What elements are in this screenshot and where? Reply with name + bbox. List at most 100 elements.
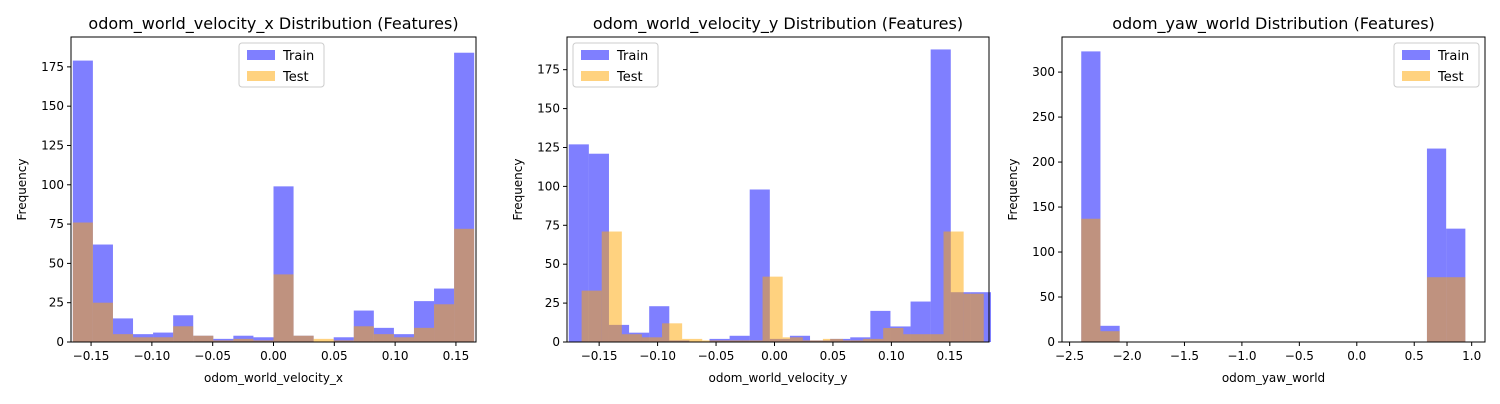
x-tick-label: −0.15 bbox=[73, 349, 110, 363]
x-tick-label: −2.5 bbox=[1055, 349, 1084, 363]
y-tick-label: 50 bbox=[1040, 290, 1055, 304]
bar-train-8 bbox=[729, 335, 750, 342]
y-tick-label: 300 bbox=[1032, 65, 1055, 79]
x-axis-label: odom_yaw_world bbox=[1222, 371, 1325, 385]
bar-test-13 bbox=[333, 340, 354, 342]
legend-label-train: Train bbox=[616, 49, 648, 64]
y-tick-label: 50 bbox=[545, 257, 560, 271]
x-tick-label: −0.10 bbox=[639, 349, 676, 363]
x-tick-label: 0.15 bbox=[936, 349, 963, 363]
bar-test-12 bbox=[822, 338, 843, 342]
x-tick-label: 0.05 bbox=[321, 349, 348, 363]
y-tick-label: 0 bbox=[56, 335, 64, 349]
bar-test-4 bbox=[662, 323, 683, 342]
legend-swatch-train bbox=[581, 50, 609, 60]
bar-test-4 bbox=[153, 337, 174, 342]
bar-test-5 bbox=[173, 326, 194, 342]
y-axis-label: Frequency bbox=[15, 159, 29, 221]
bar-test-13 bbox=[843, 340, 864, 342]
bar-test-0 bbox=[581, 290, 602, 342]
x-tick-label: 0.00 bbox=[761, 349, 788, 363]
y-tick-label: 75 bbox=[49, 217, 64, 231]
bar-test-1 bbox=[601, 231, 622, 342]
legend-label-train: Train bbox=[1437, 49, 1469, 64]
bar-train-8 bbox=[233, 335, 254, 342]
bar-train-13 bbox=[333, 337, 354, 342]
legend-swatch-test bbox=[1402, 71, 1430, 81]
chart-panel-3: −2.5 −2.0 −1.5 −1.0 −0.5 0.0 0.5 1.0 0 50 100 150 20… bbox=[1006, 14, 1486, 385]
chart-title: odom_world_velocity_y Distribution (Feat… bbox=[593, 14, 963, 34]
legend: Train Test bbox=[572, 42, 659, 88]
y-tick-label: 150 bbox=[1032, 200, 1055, 214]
bar-test-2 bbox=[1426, 277, 1447, 342]
x-tick-label: −0.15 bbox=[581, 349, 618, 363]
x-tick-label: −1.0 bbox=[1227, 349, 1256, 363]
x-tick-label: −1.5 bbox=[1170, 349, 1199, 363]
bar-train-9 bbox=[253, 337, 274, 342]
plot-frame bbox=[566, 36, 990, 343]
bar-test-14 bbox=[353, 326, 374, 342]
legend-label-test: Test bbox=[282, 70, 309, 85]
bar-test-9 bbox=[762, 276, 783, 342]
bar-test-0 bbox=[1081, 218, 1101, 342]
y-tick-label: 125 bbox=[41, 138, 64, 152]
x-tick-label: −2.0 bbox=[1112, 349, 1141, 363]
bar-test-6 bbox=[702, 340, 723, 342]
series-test bbox=[1081, 218, 1466, 342]
x-tick-label: −0.05 bbox=[698, 349, 735, 363]
bar-test-2 bbox=[112, 334, 134, 342]
y-tick-label: 50 bbox=[49, 256, 64, 270]
y-tick-label: 25 bbox=[545, 296, 560, 310]
bar-test-5 bbox=[682, 338, 703, 342]
x-axis-label: odom_world_velocity_y bbox=[708, 371, 847, 385]
legend-swatch-test bbox=[581, 71, 609, 81]
bar-test-8 bbox=[233, 338, 254, 342]
x-tick-label: 0.00 bbox=[260, 349, 287, 363]
bar-test-19 bbox=[454, 228, 475, 342]
y-tick-label: 125 bbox=[537, 140, 560, 154]
legend-label-test: Test bbox=[616, 70, 643, 85]
bar-test-10 bbox=[273, 274, 294, 342]
y-tick-label: 175 bbox=[537, 63, 560, 77]
bar-test-17 bbox=[413, 327, 435, 342]
x-tick-label: 0.05 bbox=[820, 349, 847, 363]
bar-test-7 bbox=[213, 340, 234, 342]
y-axis-label: Frequency bbox=[511, 159, 525, 221]
x-tick-label: 0.15 bbox=[443, 349, 470, 363]
y-tick-label: 175 bbox=[41, 60, 64, 74]
chart-panel-1: −0.15 −0.10 −0.05 0.00 0.05 0.10 0.15 0 25 50 75 10… bbox=[15, 14, 477, 385]
x-tick-label: −0.05 bbox=[194, 349, 231, 363]
chart-title: odom_yaw_world Distribution (Features) bbox=[1112, 14, 1435, 34]
chart-title: odom_world_velocity_x Distribution (Feat… bbox=[88, 14, 458, 34]
series-train bbox=[1081, 51, 1466, 343]
y-tick-label: 150 bbox=[41, 99, 64, 113]
bar-test-3 bbox=[641, 337, 663, 342]
bar-test-0 bbox=[72, 222, 93, 342]
bar-test-18 bbox=[943, 231, 964, 342]
bar-test-1 bbox=[92, 302, 113, 342]
legend: Train Test bbox=[238, 42, 325, 88]
bar-test-11 bbox=[802, 340, 823, 342]
x-tick-label: −0.5 bbox=[1285, 349, 1314, 363]
bar-test-15 bbox=[883, 327, 904, 342]
series-test bbox=[581, 231, 984, 342]
bar-test-19 bbox=[963, 293, 984, 342]
legend-label-train: Train bbox=[282, 49, 314, 64]
bar-test-3 bbox=[1446, 277, 1466, 342]
y-tick-label: 200 bbox=[1032, 155, 1055, 169]
x-tick-label: 0.5 bbox=[1405, 349, 1424, 363]
bar-test-16 bbox=[903, 334, 924, 342]
legend-label-test: Test bbox=[1437, 70, 1464, 85]
x-tick-label: 1.0 bbox=[1462, 349, 1481, 363]
chart-panel-2: −0.15 −0.10 −0.05 0.00 0.05 0.10 0.15 0 25 50 75 10… bbox=[511, 14, 991, 385]
y-tick-label: 150 bbox=[537, 102, 560, 116]
x-tick-label: −0.10 bbox=[133, 349, 170, 363]
bar-test-2 bbox=[621, 334, 642, 342]
y-tick-label: 0 bbox=[552, 335, 560, 349]
bar-test-9 bbox=[253, 340, 274, 342]
bar-test-15 bbox=[373, 334, 394, 342]
legend-swatch-train bbox=[247, 50, 275, 60]
y-tick-label: 25 bbox=[49, 296, 64, 310]
